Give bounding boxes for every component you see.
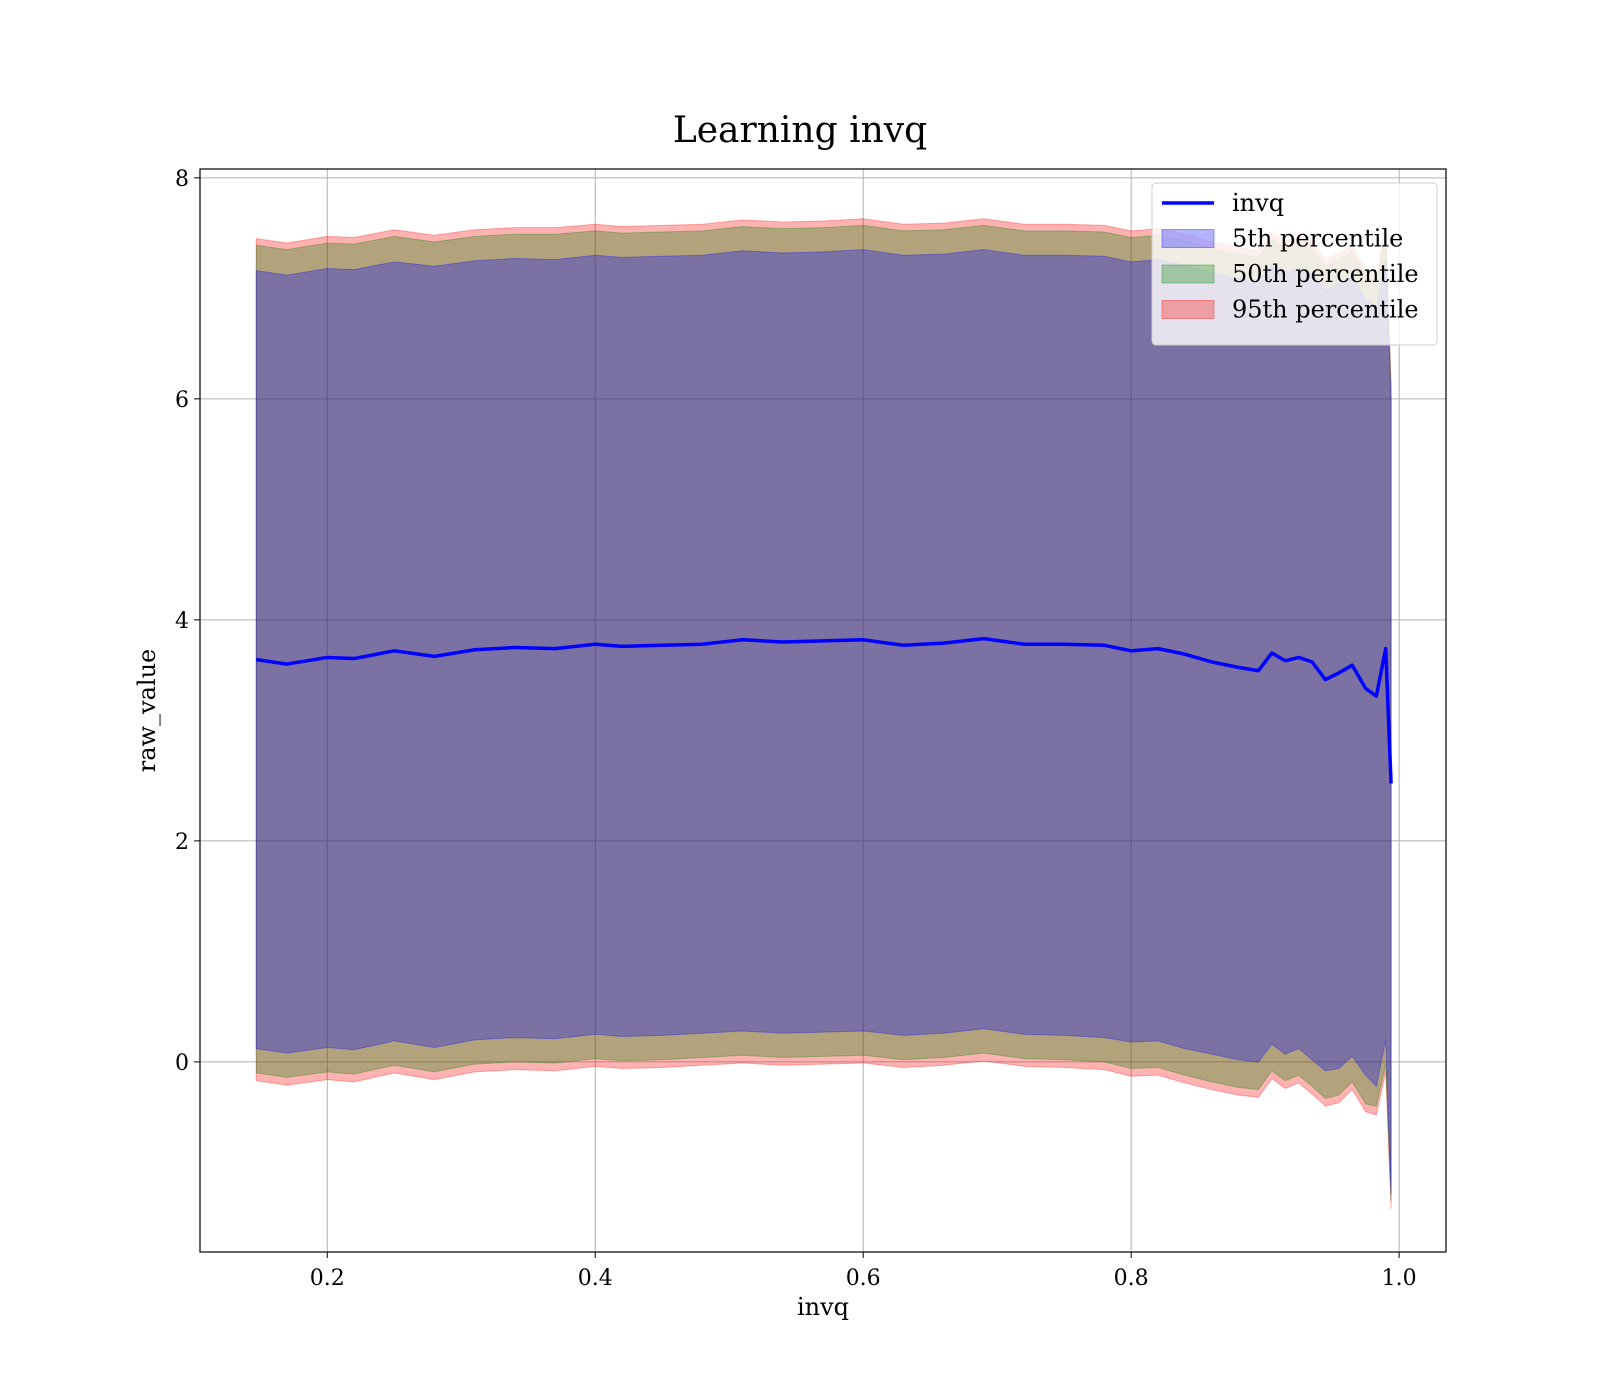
series-lines: [256, 636, 1393, 784]
band-50th: [255, 224, 1392, 1202]
legend: invq 5th percentile 50th percentile 95th pe…: [1151, 182, 1438, 346]
legend-entry-label: 95th percentile: [1232, 296, 1419, 324]
y-axis-label: raw_value: [133, 649, 161, 773]
x-tick-label: 0.2: [310, 1266, 345, 1291]
percentile-bands: [255, 218, 1392, 1209]
x-tick-label: 0.8: [1114, 1266, 1149, 1291]
y-tick-label: 6: [175, 388, 189, 413]
series-line-invq: [256, 636, 1393, 784]
x-axis-label: invq: [797, 1293, 849, 1321]
axis-ticks: 0.2 0.4 0.6 0.8 1.0 0 2 4 6 8: [175, 167, 1417, 1291]
x-tick-label: 1.0: [1382, 1266, 1417, 1291]
legend-entry-label: 50th percentile: [1232, 260, 1419, 288]
legend-entry-label: invq: [1232, 189, 1284, 217]
legend-patch-swatch: [1161, 229, 1215, 248]
x-tick-label: 0.4: [578, 1266, 613, 1291]
band-95th: [255, 218, 1392, 1209]
x-tick-label: 0.6: [846, 1266, 881, 1291]
y-tick-label: 8: [175, 167, 189, 192]
grid: [200, 169, 1446, 1252]
plot-frame: [199, 168, 1447, 1253]
y-tick-label: 4: [175, 609, 189, 634]
chart-title: Learning invq: [673, 110, 927, 151]
legend-patch-swatch: [1161, 264, 1215, 284]
y-tick-label: 2: [175, 830, 189, 855]
legend-box: [1151, 182, 1438, 346]
y-tick-label: 0: [175, 1051, 189, 1076]
legend-patch-swatch: [1161, 300, 1215, 319]
legend-entry-label: 5th percentile: [1232, 225, 1403, 253]
band-5th: [255, 249, 1392, 1195]
